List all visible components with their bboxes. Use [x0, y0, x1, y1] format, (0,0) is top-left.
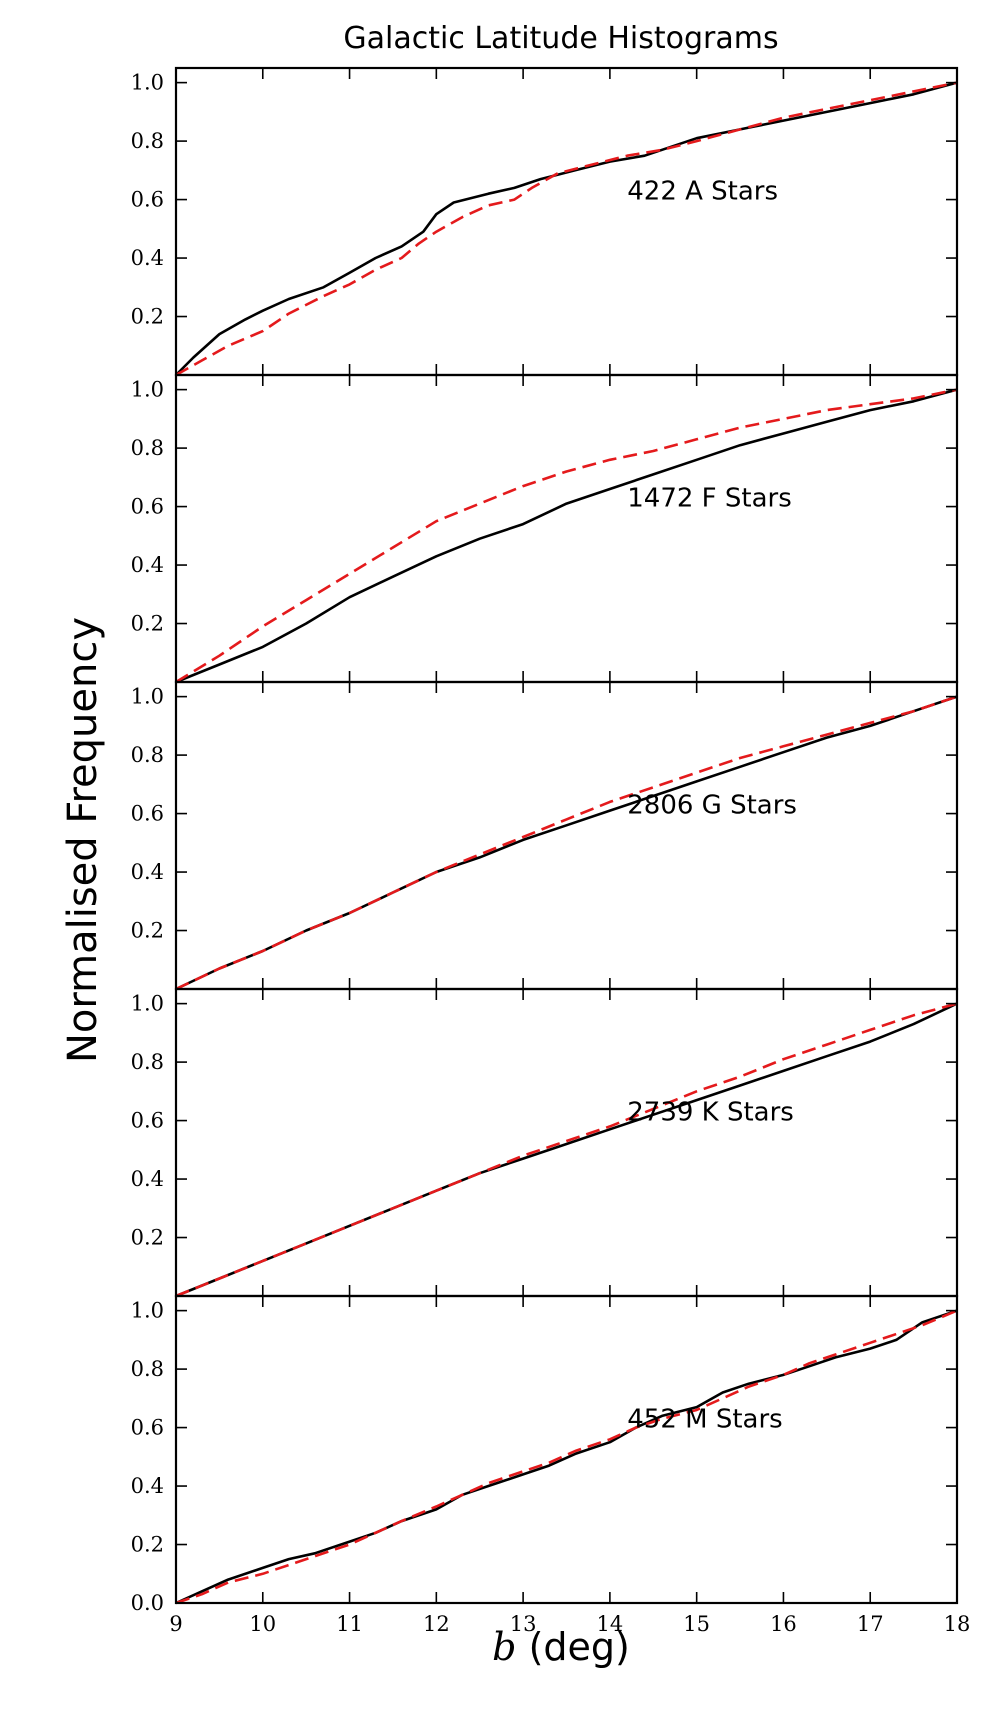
model-series-line [175, 388, 958, 684]
panels: 0.2 0.4 0.6 0.8 1.0 422 A Stars 0.2 0.4 0.6 0.8 1.… [131, 66, 971, 1636]
x-tick-label: 13 [510, 1612, 537, 1636]
x-tick-label: 9 [169, 1612, 182, 1636]
panel-5: 0.0 0.2 0.4 0.6 0.8 1.0 9 10 11 12 13 14 15 16 17 18 452… [131, 1294, 971, 1636]
observed-series-line [175, 1309, 958, 1605]
x-tick-label: 15 [683, 1612, 710, 1636]
panel-2: 0.2 0.4 0.6 0.8 1.0 1472 F Stars [131, 373, 959, 684]
x-tick-label: 14 [597, 1612, 624, 1636]
y-tick-label: 0.4 [131, 1474, 164, 1498]
x-axis-label-unit: (deg) [516, 1625, 629, 1669]
panel-annotation: 452 M Stars [627, 1405, 782, 1435]
y-tick-label: 0.4 [131, 553, 164, 577]
observed-series-line [175, 695, 958, 991]
x-tick-label: 12 [423, 1612, 450, 1636]
figure-title: Galactic Latitude Histograms [343, 21, 778, 56]
y-tick-label: 1.0 [131, 992, 164, 1016]
x-axis-label: b (deg) [492, 1625, 630, 1669]
y-tick-label: 1.0 [131, 685, 164, 709]
y-tick-label: 1.0 [131, 378, 164, 402]
axes-frame [174, 1294, 959, 1605]
y-tick-label: 0.2 [131, 1533, 164, 1557]
model-series-line [175, 81, 958, 377]
y-tick-label: 0.2 [131, 305, 164, 329]
axes-frame [174, 680, 959, 991]
x-axis-label-variable: b [492, 1625, 516, 1669]
model-series-line [175, 695, 958, 991]
y-tick-label: 0.4 [131, 246, 164, 270]
x-tick-label: 11 [336, 1612, 363, 1636]
y-tick-label: 0.4 [131, 1167, 164, 1191]
observed-series-line [175, 1002, 958, 1298]
y-tick-label: 0.0 [131, 1591, 164, 1615]
axes-frame [174, 373, 959, 684]
y-tick-label: 0.6 [131, 1109, 164, 1133]
y-tick-label: 0.4 [131, 860, 164, 884]
y-tick-label: 0.8 [131, 743, 164, 767]
panel-annotation: 2806 G Stars [627, 791, 797, 821]
y-tick-label: 1.0 [131, 1299, 164, 1323]
observed-series-line [175, 388, 958, 684]
y-tick-label: 0.8 [131, 1357, 164, 1381]
panel-1: 0.2 0.4 0.6 0.8 1.0 422 A Stars [131, 66, 959, 377]
panel-annotation: 422 A Stars [627, 177, 778, 207]
y-tick-label: 0.6 [131, 802, 164, 826]
x-tick-label: 10 [249, 1612, 276, 1636]
x-tick-label: 18 [944, 1612, 971, 1636]
y-tick-label: 0.8 [131, 1050, 164, 1074]
y-tick-label: 0.2 [131, 612, 164, 636]
observed-series-line [175, 81, 958, 376]
model-series-line [175, 1309, 958, 1605]
y-tick-label: 0.6 [131, 1416, 164, 1440]
y-tick-label: 0.6 [131, 495, 164, 519]
panel-annotation: 2739 K Stars [627, 1098, 794, 1128]
axes-frame [174, 66, 959, 377]
panel-annotation: 1472 F Stars [627, 484, 792, 514]
x-tick-label: 16 [770, 1612, 797, 1636]
y-axis-label: Normalised Frequency [60, 617, 106, 1063]
y-tick-label: 0.8 [131, 129, 164, 153]
y-tick-label: 0.2 [131, 919, 164, 943]
y-tick-label: 0.8 [131, 436, 164, 460]
y-tick-label: 0.6 [131, 188, 164, 212]
panel-4: 0.2 0.4 0.6 0.8 1.0 2739 K Stars [131, 987, 959, 1298]
x-tick-label: 17 [857, 1612, 884, 1636]
y-tick-label: 1.0 [131, 71, 164, 95]
panel-3: 0.2 0.4 0.6 0.8 1.0 2806 G Stars [131, 680, 959, 991]
model-series-line [175, 1002, 958, 1298]
y-tick-label: 0.2 [131, 1226, 164, 1250]
